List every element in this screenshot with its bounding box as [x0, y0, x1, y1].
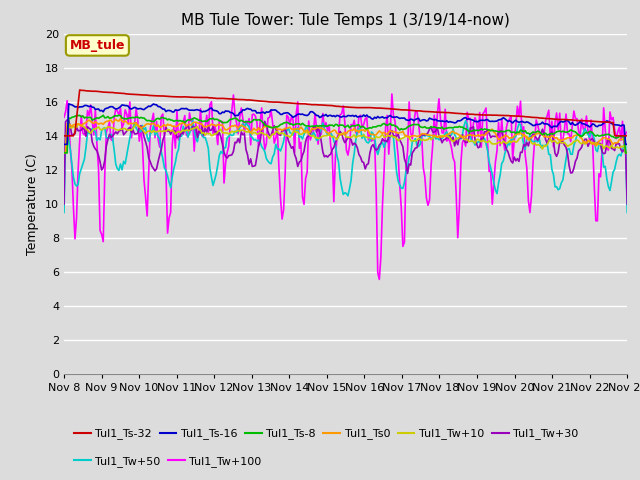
Title: MB Tule Tower: Tule Temps 1 (3/19/14-now): MB Tule Tower: Tule Temps 1 (3/19/14-now…: [181, 13, 510, 28]
Y-axis label: Temperature (C): Temperature (C): [26, 153, 40, 255]
Text: MB_tule: MB_tule: [70, 39, 125, 52]
Legend: Tul1_Tw+50, Tul1_Tw+100: Tul1_Tw+50, Tul1_Tw+100: [70, 451, 266, 471]
